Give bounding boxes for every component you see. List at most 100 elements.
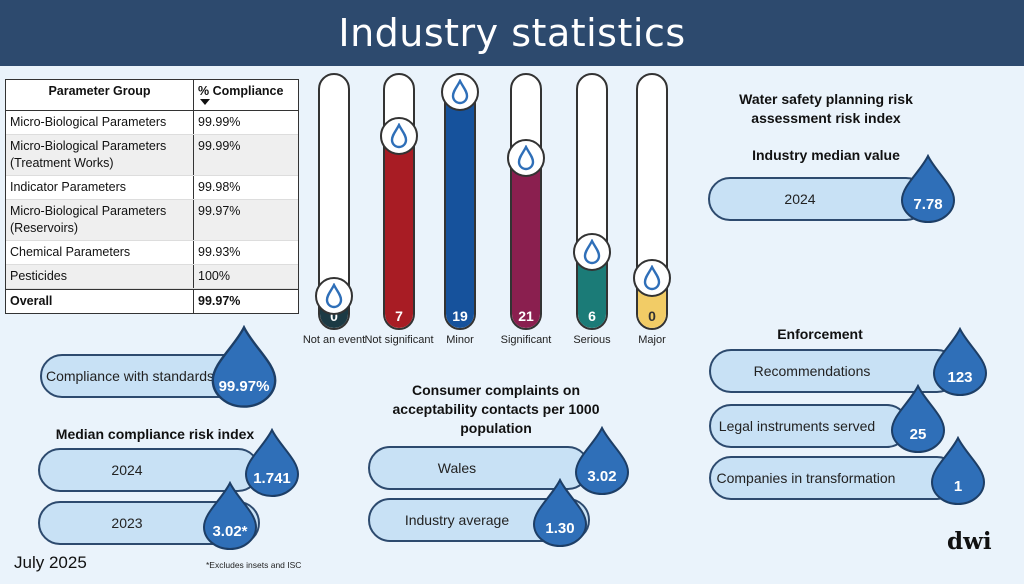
- enforcement-pill-companies: Companies in transformation: [709, 456, 959, 500]
- table-cell-value: 99.97%: [198, 294, 241, 308]
- table-cell-value: 99.97%: [198, 204, 241, 218]
- compliance-standards-drop: 99.97%: [208, 325, 280, 409]
- table-cell-group: Micro-Biological Parameters (Treatment W…: [6, 135, 194, 175]
- enforcement-value: 123: [947, 369, 973, 386]
- table-cell-value: 100%: [198, 269, 230, 283]
- enforcement-value: 25: [909, 426, 927, 443]
- enforcement-pill-legal: Legal instruments served: [709, 404, 909, 448]
- table-row: Chemical Parameters 99.93%: [6, 241, 298, 265]
- table-overall-row: Overall 99.97%: [6, 289, 298, 313]
- gauge-label: Not an event: [302, 334, 366, 346]
- sort-descending-icon: [200, 99, 210, 105]
- median-compliance-pill-2024: 2024: [38, 448, 260, 492]
- table-cell-group: Chemical Parameters: [6, 241, 194, 264]
- median-compliance-heading: Median compliance risk index: [55, 426, 255, 442]
- gauge-value: 21: [518, 308, 534, 324]
- page-title: Industry statistics: [338, 11, 686, 55]
- water-drop-icon: [642, 265, 662, 291]
- table-row: Micro-Biological Parameters 99.99%: [6, 111, 298, 135]
- water-safety-heading: Water safety planning risk assessment ri…: [739, 91, 913, 126]
- table-cell-value: 99.93%: [198, 245, 241, 259]
- water-safety-drop: 7.78: [898, 154, 958, 224]
- column-header-parameter-group[interactable]: Parameter Group: [6, 80, 194, 110]
- gauge-label: Major: [638, 334, 666, 346]
- compliance-standards-label: Compliance with standards: [45, 367, 215, 384]
- table-cell-value: 99.99%: [198, 139, 241, 153]
- gauge-major: 0: [633, 73, 671, 330]
- gauge-value: 6: [588, 308, 596, 324]
- gauge-tube: 7: [383, 73, 415, 330]
- complaints-heading: Consumer complaints on acceptability con…: [392, 382, 600, 436]
- table-cell-group: Indicator Parameters: [6, 176, 194, 199]
- enforcement-value: 1: [953, 478, 963, 495]
- table-cell-value: 99.98%: [198, 180, 241, 194]
- enforcement-label: Recommendations: [753, 362, 871, 379]
- table-cell-group: Pesticides: [6, 265, 194, 288]
- enforcement-label: Legal instruments served: [718, 417, 876, 434]
- gauge-value: 0: [330, 308, 338, 324]
- footnote: *Excludes insets and ISC: [206, 560, 302, 570]
- gauge-tube: 19: [444, 73, 476, 330]
- gauge-marker: [315, 277, 353, 315]
- water-safety-value: 7.78: [913, 196, 943, 213]
- table-row: Micro-Biological Parameters (Reservoirs)…: [6, 200, 298, 241]
- complaints-label: Wales: [437, 459, 477, 476]
- water-drop-icon: [898, 154, 958, 224]
- median-compliance-year: 2023: [111, 514, 143, 531]
- table-cell-group: Micro-Biological Parameters: [6, 111, 194, 134]
- gauge-value: 19: [452, 308, 468, 324]
- water-drop-icon: [516, 145, 536, 171]
- gauge-fill: [512, 162, 540, 328]
- median-compliance-value: 1.741: [253, 470, 291, 487]
- water-drop-icon: [324, 283, 344, 309]
- water-drop-icon: [389, 123, 409, 149]
- gauge-tube: 21: [510, 73, 542, 330]
- table-cell-value: 99.99%: [198, 115, 241, 129]
- complaints-drop-wales: 3.02: [572, 426, 632, 496]
- complaints-drop-industry: 1.30: [530, 478, 590, 548]
- complaints-pill-wales: Wales: [368, 446, 590, 490]
- gauge-fill: [385, 140, 413, 328]
- gauge-label: Not significant: [364, 334, 434, 346]
- table-header-row: Parameter Group % Compliance: [6, 80, 298, 111]
- gauge-marker: [633, 259, 671, 298]
- gauge-serious: 6: [573, 73, 611, 330]
- water-safety-year: 2024: [784, 190, 816, 207]
- enforcement-drop-companies: 1: [928, 436, 988, 506]
- report-date: July 2025: [14, 553, 87, 572]
- title-banner: Industry statistics: [0, 0, 1024, 66]
- dwi-logo: dwi: [947, 528, 992, 555]
- table-cell-group: Micro-Biological Parameters (Reservoirs): [6, 200, 194, 240]
- median-compliance-value: 3.02*: [212, 523, 248, 540]
- column-header-compliance-label: % Compliance: [198, 84, 284, 98]
- water-drop-icon: [200, 481, 260, 551]
- water-drop-icon: [530, 478, 590, 548]
- enforcement-label: Companies in transformation: [716, 469, 896, 486]
- table-row: Micro-Biological Parameters (Treatment W…: [6, 135, 298, 176]
- gauge-label: Significant: [500, 334, 552, 346]
- enforcement-drop-recommendations: 123: [930, 327, 990, 397]
- median-compliance-drop-2024: 1.741: [242, 428, 302, 498]
- enforcement-heading: Enforcement: [777, 326, 863, 342]
- gauge-fill: [446, 89, 474, 328]
- water-drop-icon: [208, 325, 280, 409]
- complaints-label: Industry average: [404, 511, 510, 528]
- complaints-value: 1.30: [545, 520, 575, 537]
- water-drop-icon: [928, 436, 988, 506]
- water-safety-subheading: Industry median value: [752, 147, 900, 163]
- gauge-value: 0: [648, 308, 656, 324]
- column-header-compliance[interactable]: % Compliance: [194, 80, 298, 110]
- gauge-marker: [441, 73, 479, 111]
- median-compliance-year: 2024: [111, 461, 143, 478]
- enforcement-drop-legal: 25: [888, 384, 948, 454]
- table-row: Pesticides 100%: [6, 265, 298, 289]
- gauge-minor: 19: [441, 73, 479, 330]
- complaints-value: 3.02: [587, 468, 617, 485]
- gauge-not-an-event: 0: [315, 73, 353, 330]
- gauge-significant: 21: [507, 73, 545, 330]
- gauge-not-significant: 7: [380, 73, 418, 330]
- gauge-marker: [380, 117, 418, 156]
- gauge-label: Serious: [573, 334, 611, 346]
- gauge-tube: 6: [576, 73, 608, 330]
- median-compliance-drop-2023: 3.02*: [200, 481, 260, 551]
